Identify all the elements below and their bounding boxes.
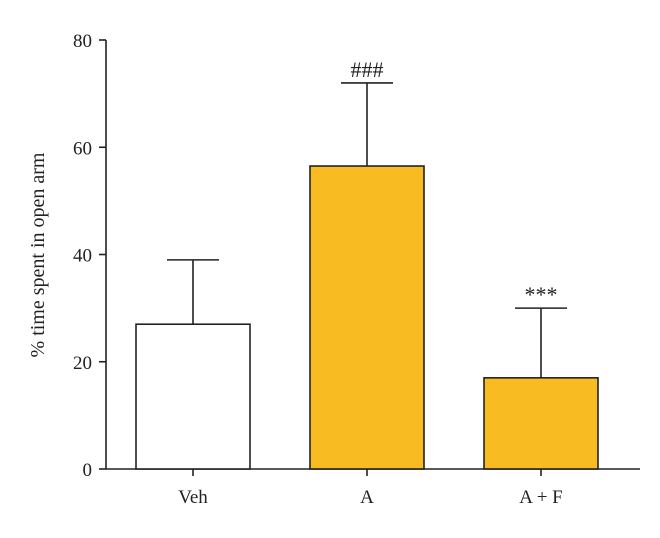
bars xyxy=(135,165,599,470)
x-tick-label: A + F xyxy=(519,487,562,508)
x-axis: Veh A A + F xyxy=(106,468,640,508)
y-tick-label: 40 xyxy=(73,246,92,267)
x-tick-label: Veh xyxy=(178,487,208,508)
y-tick-label: 0 xyxy=(83,460,93,481)
error-bars xyxy=(167,82,567,378)
y-tick-label: 80 xyxy=(73,31,92,52)
x-tick-label: A xyxy=(360,487,374,508)
y-tick-label: 60 xyxy=(73,138,92,159)
bar xyxy=(309,165,425,470)
bar xyxy=(483,377,599,470)
significance-annotations: ### *** xyxy=(351,57,558,307)
bar xyxy=(135,323,251,470)
y-tick-label: 20 xyxy=(73,353,92,374)
significance-label: ### xyxy=(351,57,384,82)
y-axis-title: % time spent in open arm xyxy=(27,152,49,357)
significance-label: *** xyxy=(525,282,558,307)
y-axis: 0 20 40 60 80 xyxy=(73,31,107,481)
